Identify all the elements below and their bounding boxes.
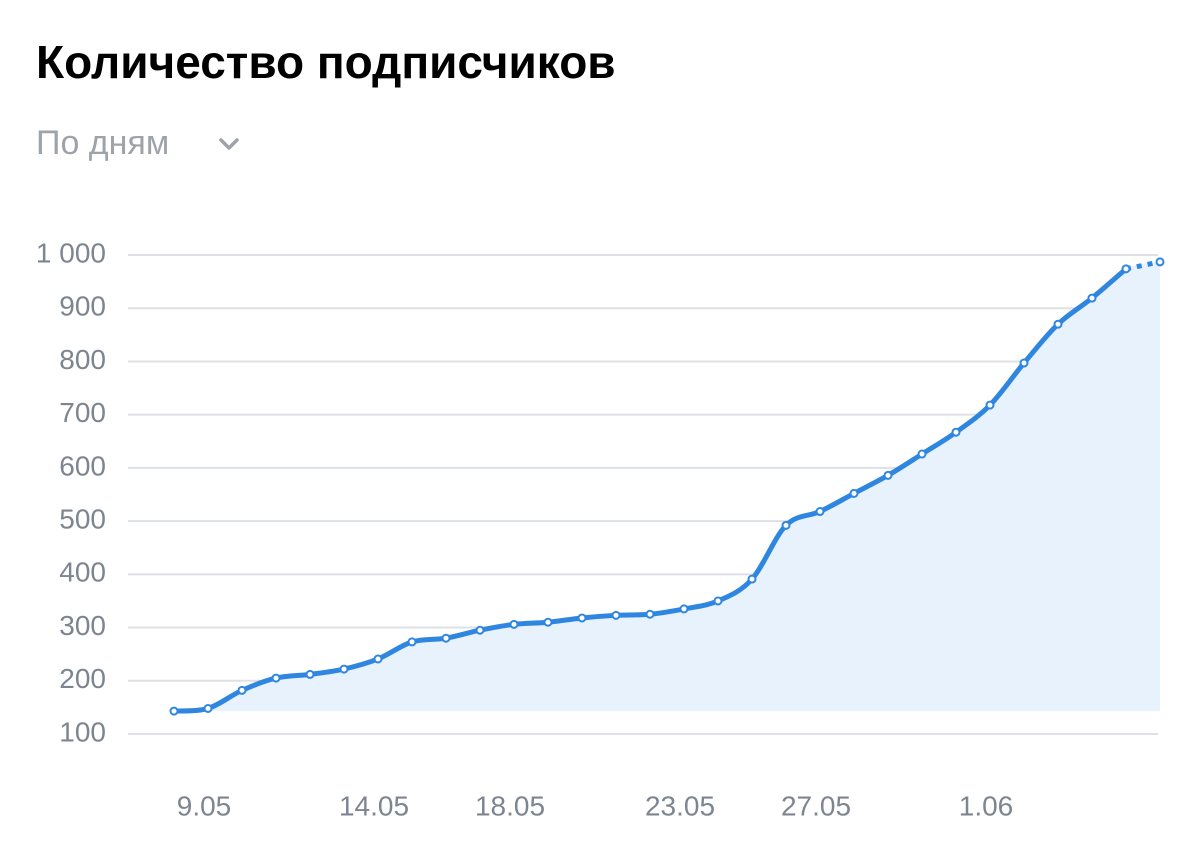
point [373,654,383,664]
y-tick-label: 600 [59,450,106,481]
x-tick-label: 9.05 [177,790,232,821]
point [1121,264,1131,274]
y-tick-label: 100 [59,716,106,747]
point [169,706,179,716]
point [849,488,859,498]
point [781,520,791,530]
point [1087,293,1097,303]
point [271,673,281,683]
point [713,596,723,606]
x-tick-label: 23.05 [645,790,715,821]
period-selector[interactable]: По дням [36,124,169,162]
y-tick-label: 700 [59,397,106,428]
y-tick-label: 900 [59,291,106,322]
point [305,669,315,679]
dropdown-chevron[interactable] [219,138,239,150]
x-tick-label: 1.06 [959,790,1014,821]
point [611,610,621,620]
x-tick-label: 18.05 [475,790,545,821]
point [237,685,247,695]
point [951,427,961,437]
point [985,400,995,410]
point [645,609,655,619]
point [747,574,757,584]
point [883,470,893,480]
point [1019,358,1029,368]
point [509,619,519,629]
point [203,703,213,713]
point [577,613,587,623]
point [407,637,417,647]
y-tick-label: 1 000 [36,237,106,268]
area [174,261,1160,712]
point [339,664,349,674]
point [1053,319,1063,329]
y-tick-label: 800 [59,344,106,375]
y-tick-label: 500 [59,504,106,535]
point [441,633,451,643]
x-tick-label: 14.05 [339,790,409,821]
point [815,507,825,517]
point [543,617,553,627]
y-tick-label: 200 [59,663,106,694]
y-tick-label: 400 [59,557,106,588]
point [1155,257,1165,267]
point [679,604,689,614]
x-tick-label: 27.05 [781,790,851,821]
chart-title: Количество подписчиков [36,36,616,88]
y-tick-label: 300 [59,610,106,641]
point [475,625,485,635]
point [917,449,927,459]
